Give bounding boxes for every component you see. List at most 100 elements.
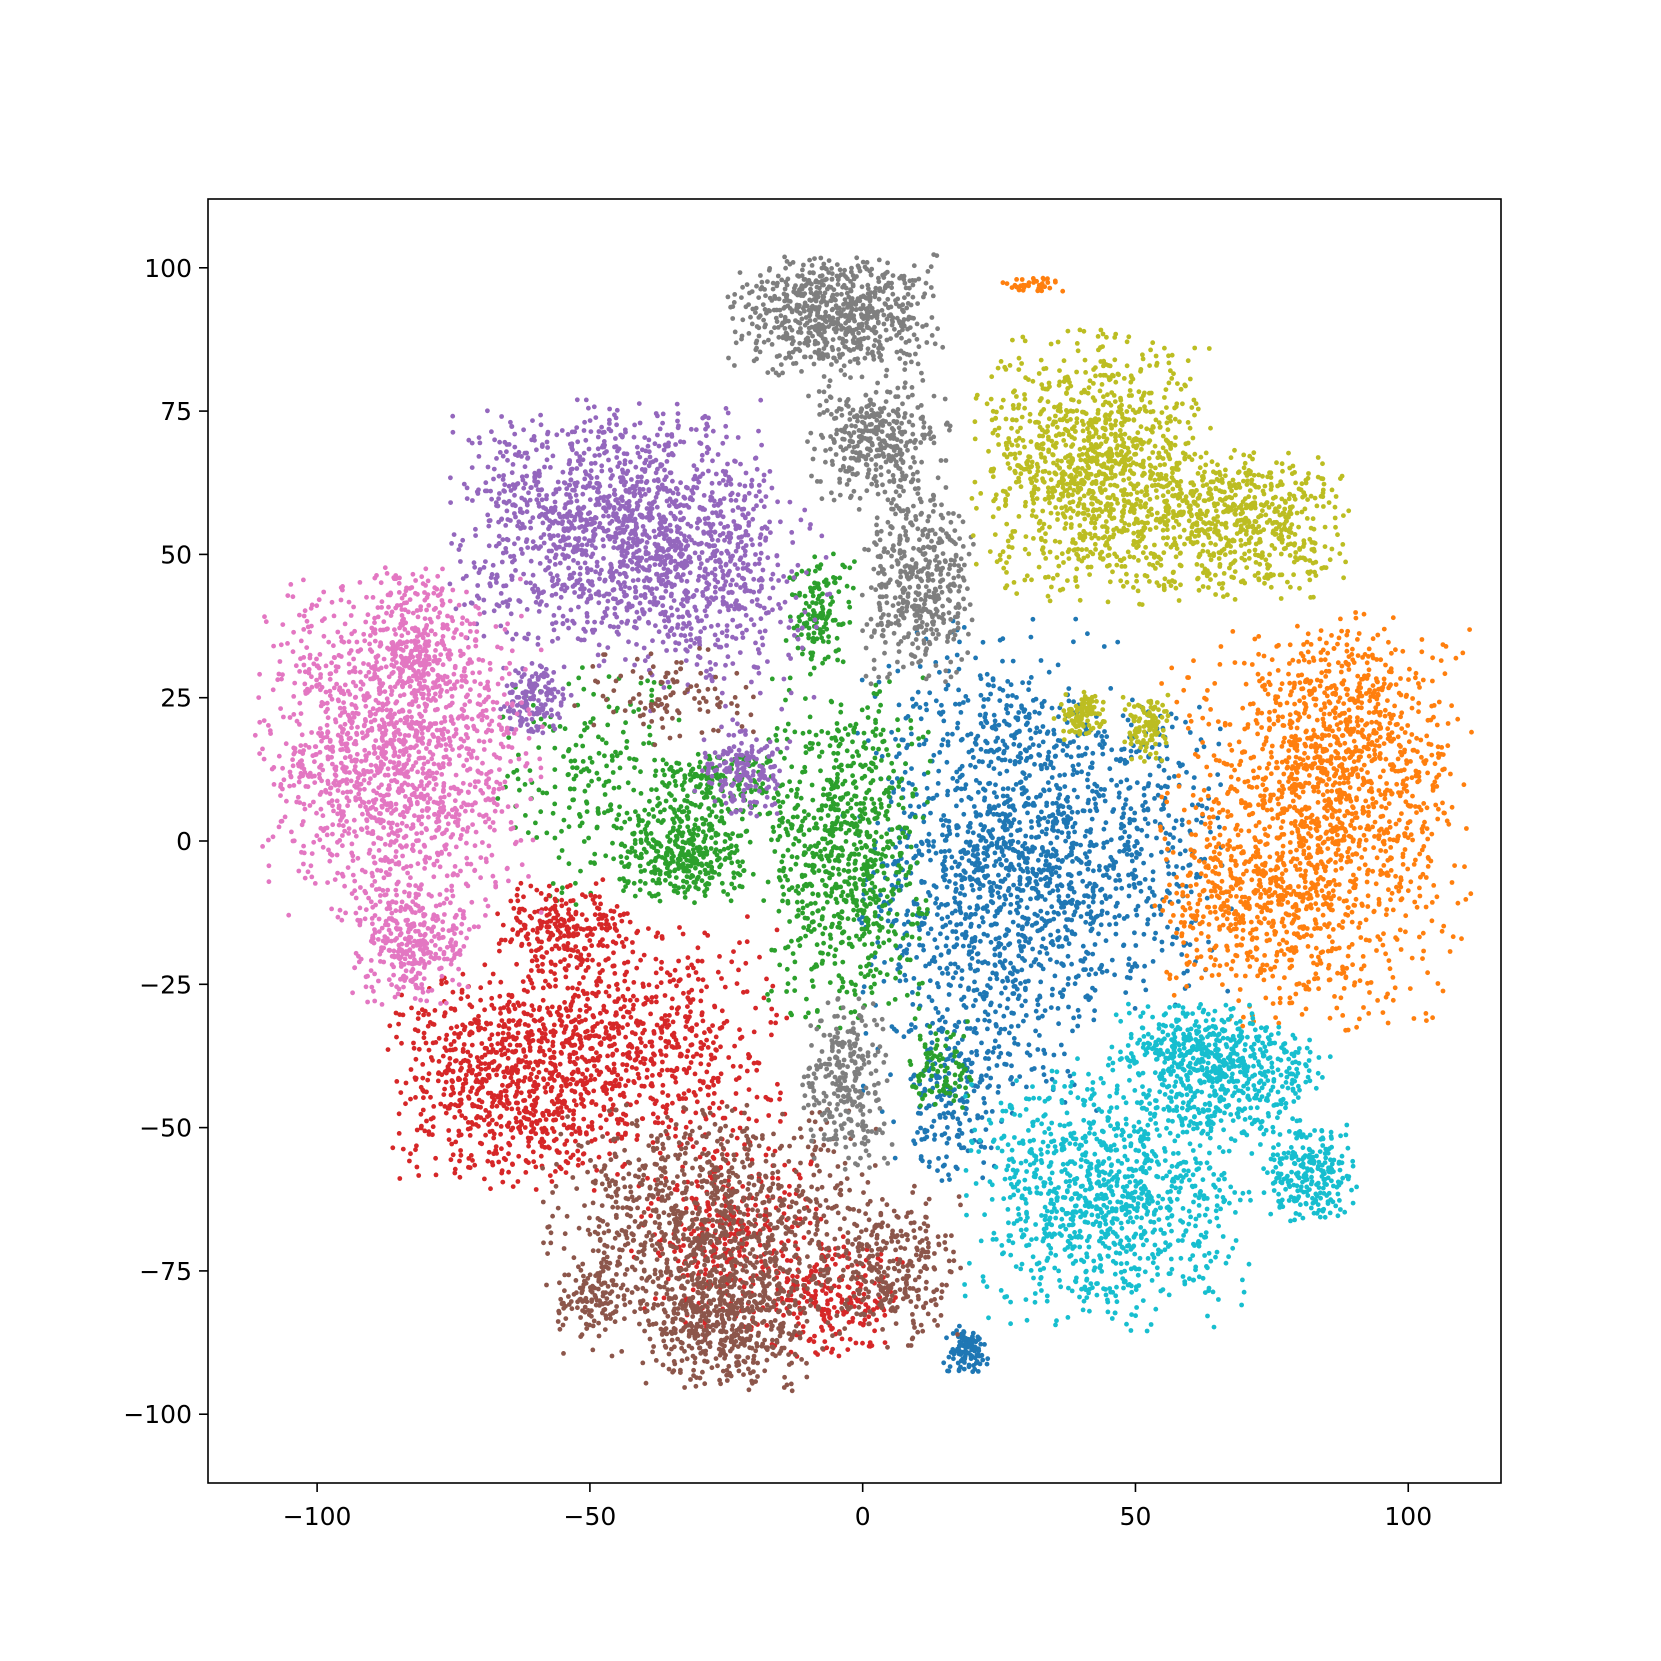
scatter-point xyxy=(794,794,799,799)
scatter-point xyxy=(1217,662,1223,667)
scatter-point xyxy=(1103,820,1109,826)
scatter-point xyxy=(1041,698,1047,704)
scatter-point xyxy=(975,1017,981,1023)
scatter-point xyxy=(1252,636,1258,642)
scatter-point xyxy=(1117,849,1122,854)
scatter-point xyxy=(910,990,915,995)
scatter-point xyxy=(1275,815,1280,821)
scatter-point xyxy=(781,865,787,871)
scatter-point xyxy=(1326,962,1332,968)
scatter-point xyxy=(1001,801,1007,807)
scatter-point xyxy=(1191,785,1196,791)
scatter-point xyxy=(1240,913,1246,918)
scatter-point xyxy=(1385,873,1391,878)
scatter-point xyxy=(1023,998,1028,1004)
scatter-point xyxy=(1318,875,1323,880)
scatter-point xyxy=(853,866,859,872)
scatter-point xyxy=(966,858,972,863)
scatter-point xyxy=(803,881,809,887)
scatter-point xyxy=(1088,765,1093,770)
scatter-point xyxy=(1398,692,1404,698)
scatter-point xyxy=(991,811,997,817)
scatter-point xyxy=(1413,670,1419,676)
scatter-point xyxy=(1070,763,1076,769)
scatter-point xyxy=(929,1040,935,1046)
scatter-point xyxy=(799,899,805,905)
scatter-point xyxy=(1167,882,1172,888)
scatter-point xyxy=(1263,995,1269,1001)
scatter-point xyxy=(1383,662,1388,668)
scatter-point xyxy=(967,874,973,880)
scatter-point xyxy=(1194,908,1200,914)
scatter-point xyxy=(1376,900,1382,906)
scatter-point xyxy=(982,787,988,793)
scatter-point xyxy=(843,830,849,836)
scatter-point xyxy=(968,1352,974,1358)
scatter-point xyxy=(787,779,792,785)
scatter-point xyxy=(983,738,988,744)
scatter-point xyxy=(1338,669,1344,675)
scatter-point xyxy=(1293,892,1299,898)
scatter-point xyxy=(1097,742,1103,748)
scatter-point xyxy=(945,731,950,737)
scatter-point xyxy=(997,812,1002,818)
scatter-point xyxy=(956,1142,962,1148)
scatter-point xyxy=(937,965,943,971)
scatter-point xyxy=(1332,780,1338,786)
scatter-point xyxy=(1132,1006,1138,1011)
scatter-point xyxy=(935,1073,941,1079)
scatter-point xyxy=(1256,634,1262,639)
scatter-point xyxy=(1174,874,1179,880)
scatter-point xyxy=(1364,676,1370,681)
scatter-point xyxy=(1015,894,1020,900)
scatter-point xyxy=(1262,826,1267,832)
scatter-point xyxy=(1001,901,1007,907)
scatter-point xyxy=(1049,775,1055,780)
scatter-point xyxy=(1406,677,1411,682)
scatter-point xyxy=(1026,795,1031,801)
scatter-point xyxy=(913,814,918,820)
scatter-point xyxy=(1038,979,1044,985)
scatter-point xyxy=(902,972,908,978)
scatter-point xyxy=(1388,856,1394,862)
scatter-point xyxy=(927,690,933,696)
scatter-point xyxy=(862,902,867,907)
scatter-point xyxy=(1217,963,1223,969)
scatter-point xyxy=(975,1115,981,1121)
scatter-point xyxy=(1104,968,1110,974)
scatter-point xyxy=(982,857,988,862)
scatter-point xyxy=(1055,928,1061,934)
scatter-point xyxy=(1309,691,1314,696)
scatter-point xyxy=(892,918,898,924)
scatter-point xyxy=(943,943,949,949)
scatter-point xyxy=(859,920,865,926)
scatter-point xyxy=(1035,1002,1041,1008)
scatter-point xyxy=(1436,699,1442,705)
scatter-point xyxy=(1389,890,1395,896)
scatter-point xyxy=(1043,831,1049,837)
scatter-point xyxy=(896,784,902,789)
scatter-point xyxy=(939,1097,944,1103)
scatter-point xyxy=(1383,912,1389,918)
scatter-point xyxy=(1430,655,1435,661)
scatter-point xyxy=(810,741,815,746)
scatter-point xyxy=(1447,949,1453,954)
scatter-point xyxy=(1408,879,1414,885)
scatter-point xyxy=(815,893,821,898)
scatter-point xyxy=(1013,782,1019,787)
scatter-point xyxy=(820,958,825,964)
scatter-point xyxy=(1050,765,1056,771)
scatter-point xyxy=(1333,771,1339,777)
scatter-point xyxy=(1163,830,1169,836)
scatter-point xyxy=(1134,749,1139,755)
scatter-point xyxy=(1295,829,1301,834)
scatter-point xyxy=(1296,907,1302,913)
scatter-point xyxy=(1118,756,1124,762)
scatter-point xyxy=(894,776,900,781)
scatter-point xyxy=(1363,722,1368,728)
scatter-point xyxy=(1349,772,1355,778)
scatter-point xyxy=(897,978,903,984)
scatter-point xyxy=(1186,675,1191,680)
scatter-point xyxy=(1287,775,1292,781)
scatter-point xyxy=(1286,671,1291,677)
